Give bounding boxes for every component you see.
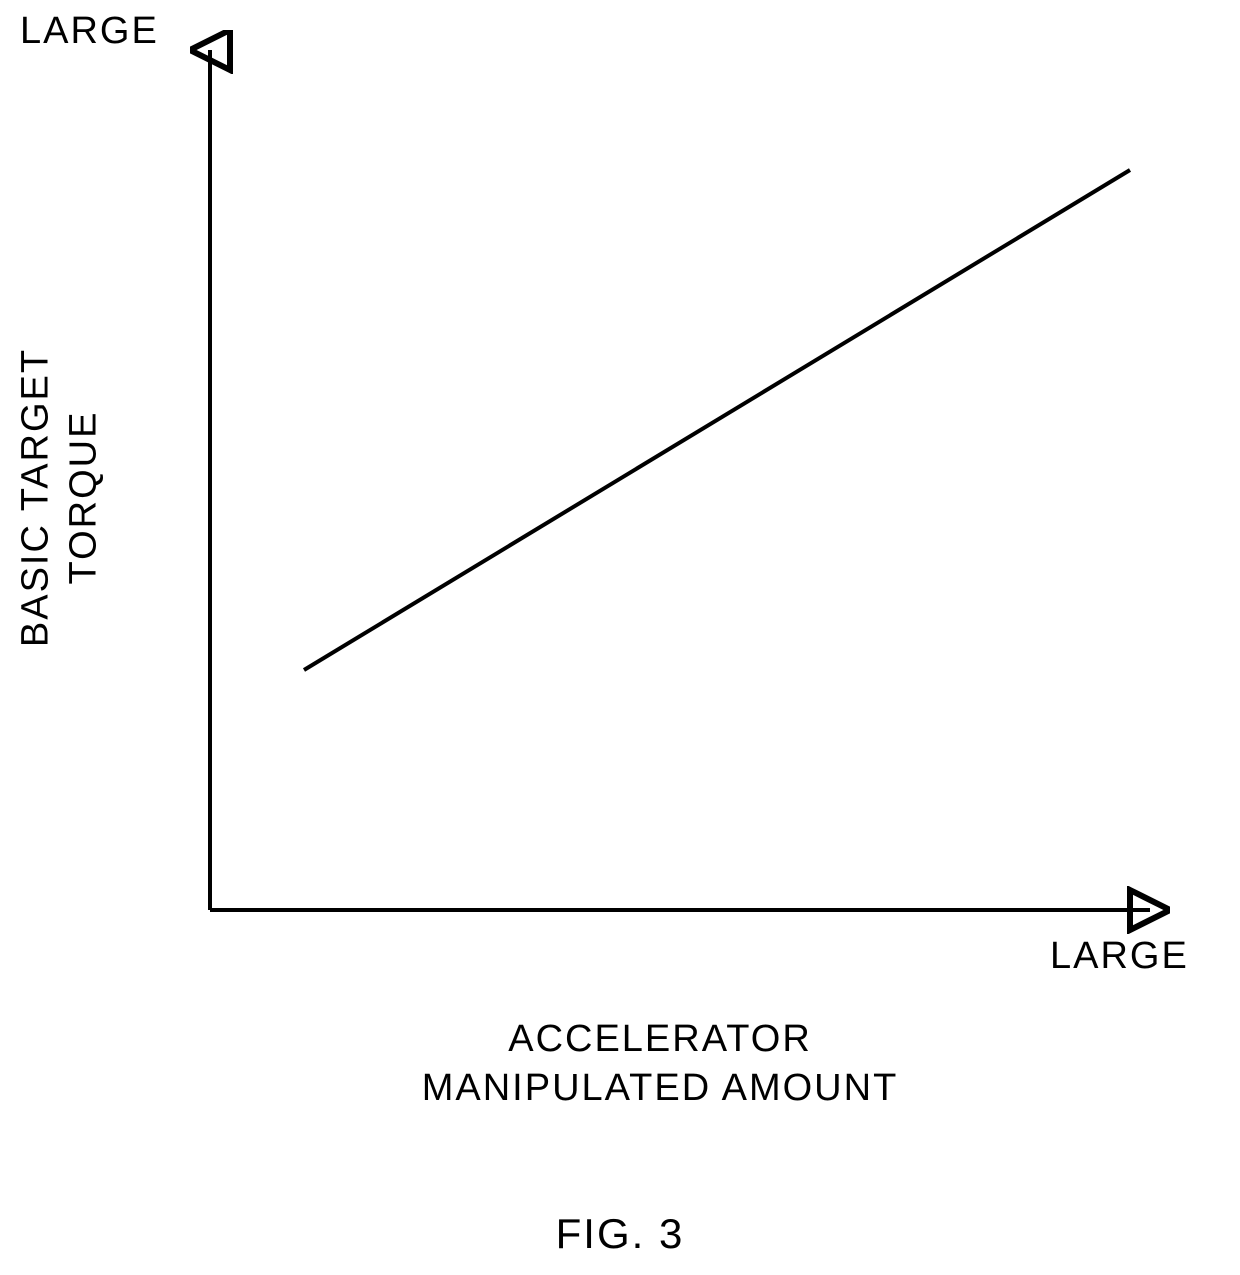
figure-caption: FIG. 3 (500, 1210, 740, 1258)
y-axis-label: BASIC TARGET TORQUE (13, 338, 108, 658)
x-axis-right-label: LARGE (1050, 935, 1189, 978)
y-axis-top-label: LARGE (20, 10, 159, 53)
data-line (304, 170, 1130, 670)
x-axis-label: ACCELERATOR MANIPULATED AMOUNT (340, 1015, 980, 1114)
chart-plot (190, 30, 1170, 950)
chart-container: LARGE BASIC TARGET TORQUE LARGE ACCELERA… (130, 30, 1190, 1080)
